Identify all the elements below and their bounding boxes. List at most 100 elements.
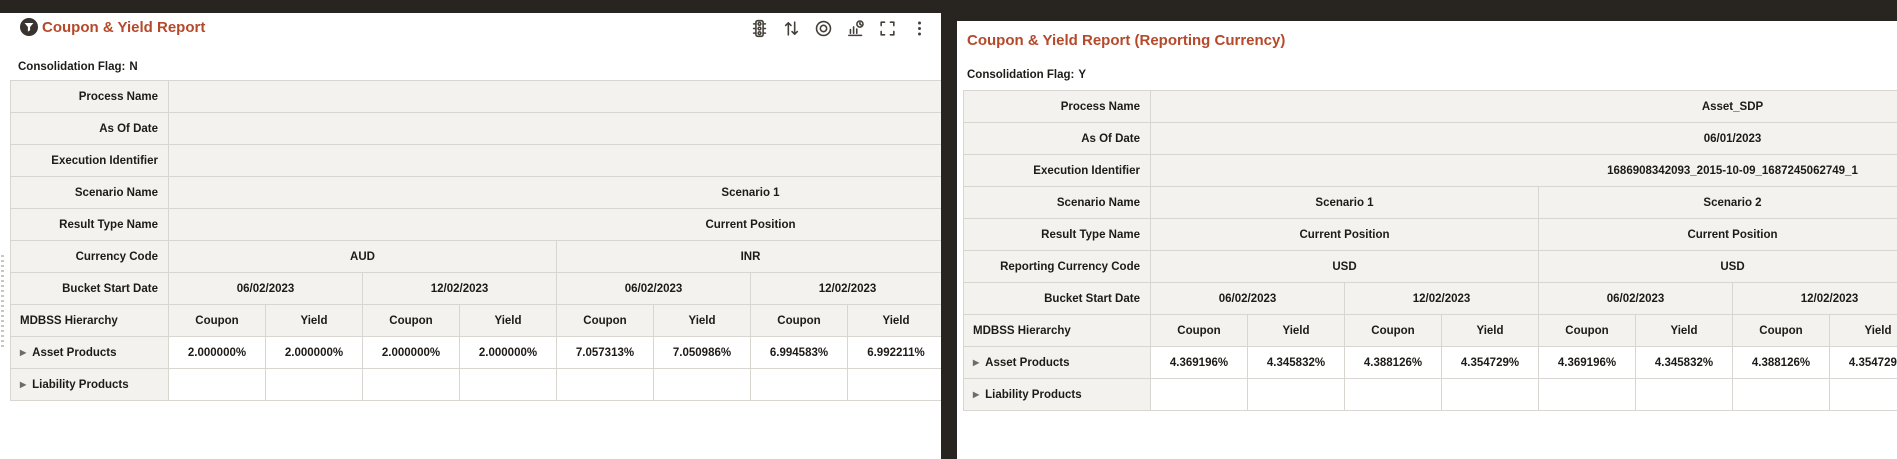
toolbar — [750, 19, 929, 38]
bucket-cell: 06/02/2023 — [1151, 283, 1345, 315]
col-header-cell: Coupon — [557, 305, 654, 337]
bucket-cell: 06/02/2023 — [169, 273, 363, 305]
value-cell — [1733, 379, 1830, 411]
expand-arrow-icon[interactable]: ▶ — [20, 380, 27, 389]
value-cell — [1539, 379, 1636, 411]
right-report-panel: Coupon & Yield Report (Reporting Currenc… — [957, 21, 1897, 459]
col-header-cell: Yield — [266, 305, 363, 337]
value-cell: 2.000000% — [266, 337, 363, 369]
col-header-cell: Coupon — [169, 305, 266, 337]
row-label-bucket-start-date: Bucket Start Date — [11, 273, 169, 305]
value-cell — [1151, 379, 1248, 411]
menu-icon[interactable] — [910, 19, 929, 38]
page-title-reporting-currency: Coupon & Yield Report (Reporting Currenc… — [967, 32, 1286, 49]
consolidation-flag-label: Consolidation Flag: — [18, 61, 126, 73]
scenario-cell: Scenario 2 — [1539, 187, 1897, 219]
row-label-asset: Asset Products — [32, 346, 117, 359]
value-cell: 6.992211% — [848, 337, 941, 369]
bucket-cell: 06/02/2023 — [1539, 283, 1733, 315]
value-execution-identifier — [169, 145, 941, 177]
col-header-cell: Yield — [848, 305, 941, 337]
funnel-icon — [20, 18, 38, 36]
col-header-cell: Yield — [1248, 315, 1345, 347]
fullscreen-icon[interactable] — [878, 19, 897, 38]
value-cell: 4.369196% — [1151, 347, 1248, 379]
consolidation-flag-value: N — [129, 61, 138, 73]
value-cell: 4.354729% — [1830, 347, 1897, 379]
traffic-light-icon[interactable] — [750, 19, 769, 38]
currency-group-cell: USD — [1151, 251, 1539, 283]
result-type-cell: Current Position — [1151, 219, 1539, 251]
value-cell — [1345, 379, 1442, 411]
row-liability-products[interactable]: ▶ Liability Products — [964, 379, 1151, 411]
row-label-process: Process Name — [11, 81, 169, 113]
target-icon[interactable] — [814, 19, 833, 38]
bucket-cell: 12/02/2023 — [1345, 283, 1539, 315]
currency-group-cell: INR — [557, 241, 941, 273]
value-result-type: Current Position — [169, 209, 941, 241]
value-cell — [1248, 379, 1345, 411]
value-cell — [1830, 379, 1897, 411]
page-title: Coupon & Yield Report — [42, 19, 206, 36]
value-cell: 6.994583% — [751, 337, 848, 369]
row-label-liability: Liability Products — [985, 388, 1082, 401]
value-scenario: Scenario 1 — [169, 177, 941, 209]
sort-icon[interactable] — [782, 19, 801, 38]
value-cell — [266, 369, 363, 401]
row-label-as-of-date: As Of Date — [964, 123, 1151, 155]
consolidation-flag: Consolidation Flag: N — [18, 61, 138, 73]
value-cell: 4.388126% — [1345, 347, 1442, 379]
row-label-execution-identifier: Execution Identifier — [964, 155, 1151, 187]
row-label-bucket-start-date: Bucket Start Date — [964, 283, 1151, 315]
value-cell — [1636, 379, 1733, 411]
col-header-cell: Coupon — [363, 305, 460, 337]
col-header-cell: Yield — [460, 305, 557, 337]
expand-arrow-icon[interactable]: ▶ — [973, 358, 980, 367]
row-label-currency-code: Currency Code — [11, 241, 169, 273]
result-type-cell: Current Position — [1539, 219, 1897, 251]
consolidation-flag: Consolidation Flag: Y — [967, 69, 1086, 81]
row-liability-products[interactable]: ▶ Liability Products — [11, 369, 169, 401]
col-header-cell: Coupon — [1733, 315, 1830, 347]
row-asset-products[interactable]: ▶ Asset Products — [11, 337, 169, 369]
value-cell — [848, 369, 941, 401]
scroll-hint[interactable] — [1, 255, 4, 347]
chart-history-icon[interactable] — [846, 19, 865, 38]
row-label-mdbss-hierarchy: MDBSS Hierarchy — [11, 305, 169, 337]
row-asset-products[interactable]: ▶ Asset Products — [964, 347, 1151, 379]
value-cell: 4.345832% — [1248, 347, 1345, 379]
row-label-scenario: Scenario Name — [964, 187, 1151, 219]
consolidation-flag-label: Consolidation Flag: — [967, 69, 1075, 81]
col-header-cell: Yield — [1636, 315, 1733, 347]
col-header-cell: Coupon — [751, 305, 848, 337]
row-label-result-type: Result Type Name — [11, 209, 169, 241]
value-as-of-date — [169, 113, 941, 145]
value-execution-identifier: 1686908342093_2015-10-09_1687245062749_1 — [1151, 155, 1897, 187]
currency-group-cell: USD — [1539, 251, 1897, 283]
row-label-execution-identifier: Execution Identifier — [11, 145, 169, 177]
value-cell — [363, 369, 460, 401]
col-header-cell: Coupon — [1151, 315, 1248, 347]
value-cell: 4.369196% — [1539, 347, 1636, 379]
value-cell: 2.000000% — [460, 337, 557, 369]
bucket-cell: 12/02/2023 — [1733, 283, 1897, 315]
value-as-of-date: 06/01/2023 — [1151, 123, 1897, 155]
row-label-reporting-currency: Reporting Currency Code — [964, 251, 1151, 283]
value-cell — [169, 369, 266, 401]
col-header-cell: Yield — [1442, 315, 1539, 347]
left-report-panel: Coupon & Yield Report Consolidation Flag… — [0, 13, 941, 459]
value-cell: 2.000000% — [363, 337, 460, 369]
bucket-cell: 06/02/2023 — [557, 273, 751, 305]
col-header-cell: Yield — [654, 305, 751, 337]
coupon-yield-reporting-table: Process Name Asset_SDP As Of Date 06/01/… — [963, 90, 1897, 411]
bucket-cell: 12/02/2023 — [751, 273, 941, 305]
bucket-cell: 12/02/2023 — [363, 273, 557, 305]
row-label-liability: Liability Products — [32, 378, 129, 391]
expand-arrow-icon[interactable]: ▶ — [20, 348, 27, 357]
expand-arrow-icon[interactable]: ▶ — [973, 390, 980, 399]
value-cell — [654, 369, 751, 401]
value-cell — [460, 369, 557, 401]
value-cell: 4.345832% — [1636, 347, 1733, 379]
value-cell: 7.057313% — [557, 337, 654, 369]
row-label-asset: Asset Products — [985, 356, 1070, 369]
